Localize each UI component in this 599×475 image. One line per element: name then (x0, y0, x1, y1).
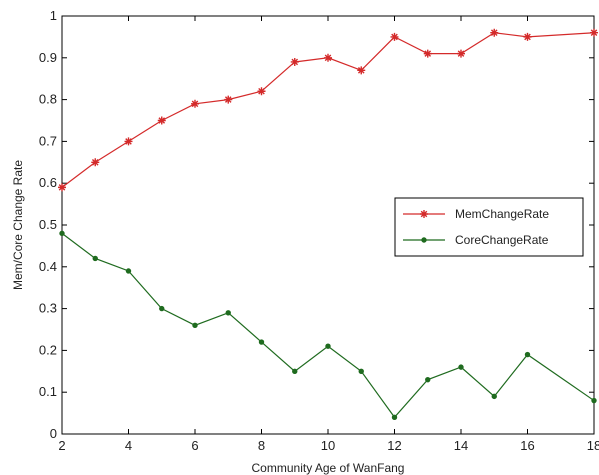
y-tick-label: 0.3 (39, 301, 57, 316)
data-point (358, 368, 364, 374)
axis-ticks (61, 15, 595, 435)
series-line (61, 232, 595, 419)
legend-marker (421, 237, 427, 243)
y-tick-label: 0.8 (39, 92, 57, 107)
series-group (58, 28, 598, 420)
data-point (224, 95, 233, 104)
y-tick-label: 0.1 (39, 384, 57, 399)
y-tick-label: 0.2 (39, 342, 57, 357)
x-tick-label: 2 (58, 438, 65, 453)
x-axis-label: Community Age of WanFang (252, 461, 405, 475)
data-point (491, 393, 497, 400)
y-tick-label: 0.7 (39, 133, 57, 148)
data-point (225, 310, 231, 316)
data-point (292, 368, 298, 374)
y-axis-label: Mem/Core Change Rate (11, 160, 25, 290)
x-tick-label: 16 (520, 438, 534, 453)
data-point (124, 137, 133, 146)
data-point (324, 53, 332, 62)
x-tick-label: 18 (587, 438, 599, 453)
y-tick-label: 0.9 (39, 50, 57, 65)
data-point (290, 57, 299, 66)
y-tick-label: 0.5 (39, 217, 57, 232)
legend-box (394, 197, 584, 257)
legend-marker (420, 210, 428, 218)
data-point (92, 255, 98, 262)
y-tick-label: 0.6 (39, 175, 57, 190)
x-tick-label: 10 (321, 438, 335, 453)
x-tick-label: 14 (454, 438, 468, 453)
data-point (590, 28, 598, 37)
data-point (258, 339, 265, 345)
data-point (457, 49, 465, 58)
x-tick-labels: 2 4 6 8 10 12 14 16 18 (58, 438, 599, 453)
y-tick-label: 0.4 (39, 259, 57, 274)
data-point (59, 230, 65, 237)
legend: MemChangeRate CoreChangeRate (394, 197, 584, 257)
x-tick-label: 8 (258, 438, 265, 453)
series-MemChangeRate (58, 28, 598, 192)
x-tick-label: 12 (387, 438, 401, 453)
data-point (425, 376, 431, 383)
legend-label: CoreChangeRate (455, 233, 549, 247)
data-point (423, 49, 432, 58)
data-point (490, 28, 499, 37)
data-point (325, 343, 331, 349)
data-point (257, 87, 266, 96)
data-point (159, 305, 165, 312)
y-tick-labels: 0 0.1 0.2 0.3 0.4 0.5 0.6 0.7 0.8 0.9 1 (39, 8, 57, 441)
y-tick-label: 1 (50, 8, 57, 23)
legend-label: MemChangeRate (455, 207, 549, 221)
data-point (125, 268, 132, 274)
data-point (192, 322, 198, 329)
data-point (591, 397, 597, 404)
legend-item: CoreChangeRate (403, 233, 549, 247)
series-CoreChangeRate (59, 230, 597, 420)
data-point (357, 66, 366, 75)
data-point (523, 32, 532, 41)
x-tick-label: 6 (191, 438, 198, 453)
legend-item: MemChangeRate (403, 207, 549, 221)
x-tick-label: 4 (125, 438, 132, 453)
data-point (458, 364, 464, 370)
data-point (191, 99, 199, 108)
series-line (61, 32, 595, 188)
data-point (524, 351, 531, 358)
data-point (391, 414, 398, 420)
data-point (390, 32, 399, 41)
y-tick-label: 0 (50, 426, 57, 441)
data-point (157, 116, 166, 125)
data-point (58, 183, 66, 192)
data-point (91, 158, 100, 167)
